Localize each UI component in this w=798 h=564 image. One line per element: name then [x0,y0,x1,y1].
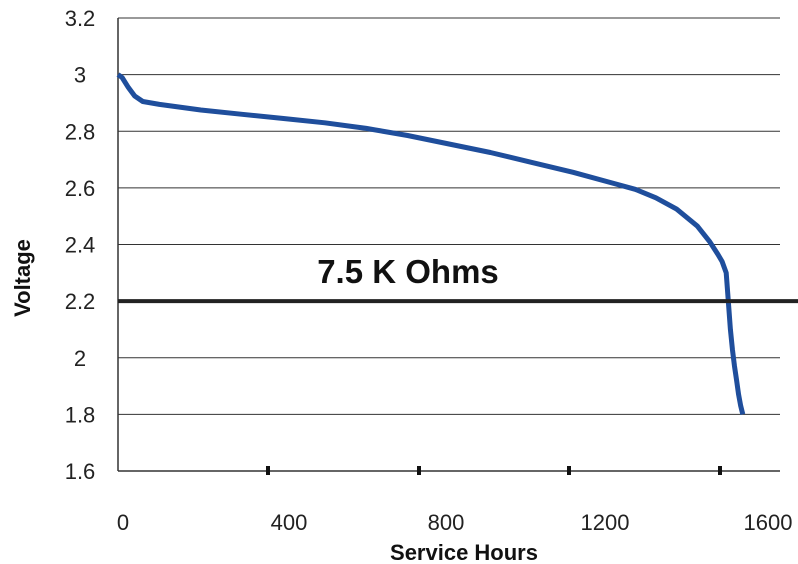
x-tick-mark [567,466,571,475]
y-tick-label: 2.8 [65,119,96,144]
x-tick-label: 800 [428,510,465,535]
series-layer [116,72,746,415]
y-tick-label: 2 [74,346,86,371]
y-tick-label: 3 [74,63,86,88]
y-tick-label: 3.2 [65,6,96,31]
grid-lines [118,17,780,415]
x-tick-label: 400 [271,510,308,535]
y-tick-labels: 1.6 1.8 2 2.2 2.4 2.6 2.8 3 3.2 [65,6,96,484]
x-tick-label: 1200 [581,510,630,535]
y-tick-label: 2.6 [65,176,96,201]
x-tick-mark [266,466,270,475]
x-tick-mark [417,466,421,475]
x-tick-labels: 0 400 800 1200 1600 [117,510,793,535]
y-tick-label: 2.4 [65,233,96,258]
x-minor-ticks [266,466,722,475]
x-tick-mark [718,466,722,475]
series-line [116,72,746,415]
x-tick-label: 1600 [744,510,793,535]
y-axis-title: Voltage [10,239,35,317]
x-axis-title: Service Hours [390,540,538,564]
reference-lines: 7.5 K Ohms [118,253,798,304]
y-tick-label: 1.6 [65,459,96,484]
axes [117,18,780,472]
y-tick-label: 2.2 [65,289,96,314]
reference-line-label: 7.5 K Ohms [317,253,499,290]
x-tick-label: 0 [117,510,129,535]
y-tick-label: 1.8 [65,402,96,427]
